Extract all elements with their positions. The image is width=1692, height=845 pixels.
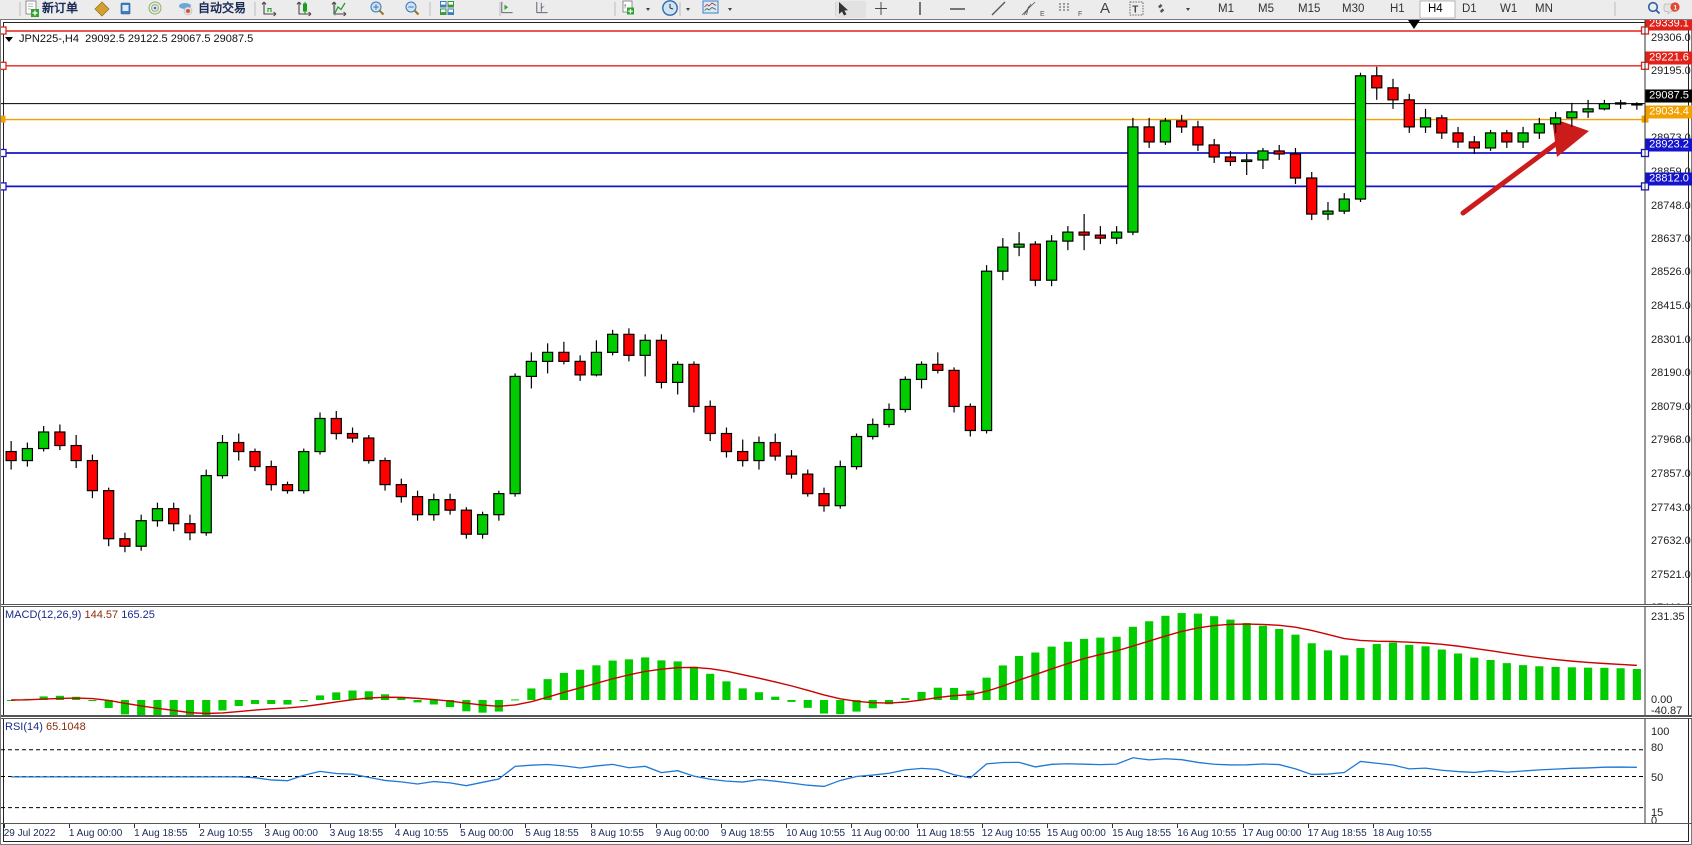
svg-text:自动交易: 自动交易 (198, 0, 246, 15)
svg-text:M5: M5 (1258, 3, 1274, 15)
svg-text:M30: M30 (1342, 3, 1364, 15)
svg-text:新订单: 新订单 (42, 0, 78, 15)
svg-text:M1: M1 (1218, 3, 1234, 15)
svg-text:A: A (1100, 0, 1110, 17)
svg-text:H1: H1 (1390, 3, 1405, 15)
svg-text:F: F (1078, 11, 1082, 18)
svg-text:1: 1 (1673, 4, 1677, 11)
svg-text:MN: MN (1535, 3, 1553, 15)
svg-text:D1: D1 (1462, 3, 1477, 15)
svg-text:W1: W1 (1500, 3, 1517, 15)
svg-text:E: E (1040, 11, 1045, 18)
svg-text:H4: H4 (1428, 3, 1443, 15)
svg-text:T: T (1132, 5, 1138, 16)
svg-text:M15: M15 (1298, 3, 1320, 15)
